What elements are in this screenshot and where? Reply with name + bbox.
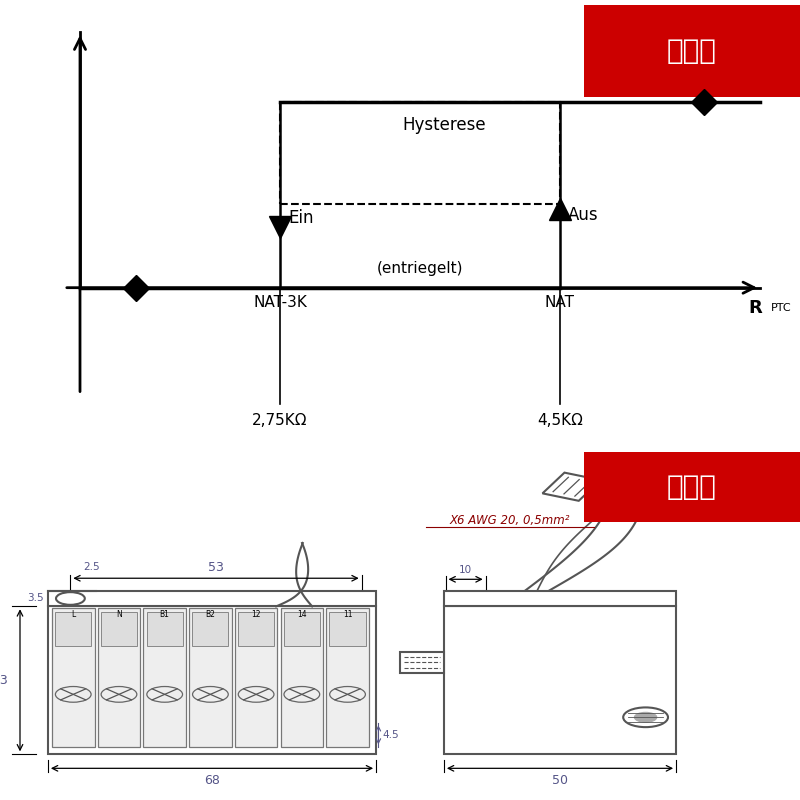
Text: 3.5: 3.5 — [27, 594, 44, 603]
Bar — [326, 608, 369, 747]
Text: or: or — [607, 498, 619, 511]
Text: Aus: Aus — [568, 206, 598, 225]
Text: or: or — [682, 498, 694, 511]
Circle shape — [634, 712, 657, 722]
Bar — [98, 608, 140, 747]
Bar — [143, 608, 186, 747]
Text: 50: 50 — [552, 774, 568, 786]
Polygon shape — [630, 477, 682, 503]
Bar — [235, 608, 278, 747]
Text: PTC: PTC — [770, 302, 791, 313]
Text: Hysterese: Hysterese — [402, 116, 486, 134]
Text: 11: 11 — [342, 610, 352, 618]
Bar — [146, 612, 182, 646]
Bar — [48, 590, 376, 606]
Text: R: R — [748, 299, 762, 318]
Text: 时序图: 时序图 — [667, 37, 717, 65]
Text: 4,5KΩ: 4,5KΩ — [537, 413, 583, 428]
Bar — [584, 5, 800, 98]
Bar — [101, 612, 137, 646]
Text: 12: 12 — [251, 610, 261, 618]
Bar — [192, 612, 229, 646]
Bar — [444, 590, 676, 606]
Text: 33: 33 — [0, 674, 8, 687]
Text: B2: B2 — [206, 610, 215, 618]
Text: B1: B1 — [160, 610, 170, 618]
Text: NAT-3K: NAT-3K — [253, 294, 307, 310]
Bar — [400, 652, 444, 673]
Text: 10: 10 — [459, 565, 472, 575]
Text: 14: 14 — [297, 610, 306, 618]
Text: X6 AWG 20, 0,5mm²: X6 AWG 20, 0,5mm² — [450, 514, 570, 527]
Text: Ein: Ein — [288, 209, 314, 227]
Bar — [52, 608, 94, 747]
Text: 53: 53 — [208, 561, 224, 574]
Bar — [584, 451, 800, 522]
Text: (entriegelt): (entriegelt) — [377, 261, 463, 276]
Text: 2.5: 2.5 — [84, 562, 100, 572]
Bar — [284, 612, 320, 646]
Text: L: L — [71, 610, 75, 618]
Bar — [444, 606, 676, 754]
Bar — [55, 612, 91, 646]
Text: 2,75KΩ: 2,75KΩ — [252, 413, 308, 428]
Text: N: N — [116, 610, 122, 618]
Bar — [280, 102, 560, 204]
Bar — [189, 608, 232, 747]
Text: 尺寸图: 尺寸图 — [667, 473, 717, 501]
Text: 4.5: 4.5 — [382, 730, 399, 740]
Polygon shape — [542, 473, 601, 501]
Bar — [238, 612, 274, 646]
Text: NAT: NAT — [545, 294, 575, 310]
Bar — [281, 608, 323, 747]
Bar — [330, 612, 366, 646]
Bar — [48, 606, 376, 754]
Text: 68: 68 — [204, 774, 220, 786]
